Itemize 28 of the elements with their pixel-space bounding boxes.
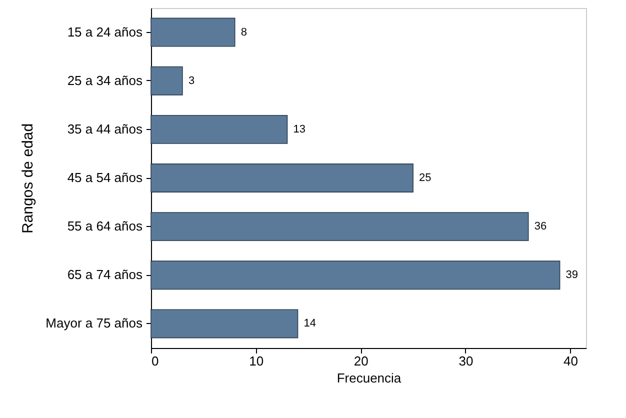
bar — [150, 260, 560, 290]
data-label: 13 — [293, 123, 306, 136]
bar — [150, 212, 529, 242]
x-axis-title: Frecuencia — [336, 370, 402, 386]
data-label: 14 — [304, 318, 316, 330]
y-tick-label: 35 a 44 años — [67, 121, 143, 136]
data-label: 39 — [566, 269, 578, 282]
bar — [150, 66, 183, 96]
bar — [150, 164, 414, 192]
y-tick-label: Mayor a 75 años — [46, 316, 143, 331]
y-tick-label: 65 a 74 años — [67, 267, 143, 282]
y-tick-label: 55 a 64 años — [67, 218, 143, 234]
bar — [150, 18, 236, 47]
x-tick-label: 40 — [564, 354, 578, 368]
y-tick-label: 25 a 34 años — [67, 72, 143, 88]
bar — [150, 309, 298, 338]
data-label: 36 — [534, 220, 547, 233]
y-axis-title: Rangos de edad — [20, 123, 37, 234]
data-label: 25 — [419, 172, 432, 184]
x-tick-label: 20 — [354, 354, 368, 368]
y-tick-label: 15 a 24 años — [67, 24, 143, 40]
bar — [150, 114, 288, 144]
x-tick-label: 30 — [458, 354, 474, 368]
data-label: 3 — [188, 74, 195, 87]
y-tick-label: 45 a 54 años — [67, 170, 143, 185]
x-tick-label: 10 — [249, 354, 264, 368]
data-label: 8 — [240, 26, 247, 38]
x-tick-label: 0 — [152, 354, 159, 368]
